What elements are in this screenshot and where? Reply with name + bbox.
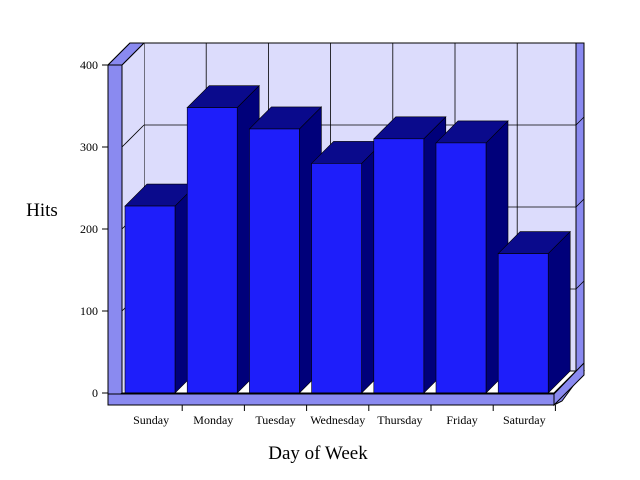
y-axis-ticks: 0 100 200 300 400 [80, 58, 108, 400]
y-tick-label: 300 [80, 140, 98, 154]
floor-side [553, 361, 585, 407]
bar [124, 205, 176, 394]
bar [435, 142, 487, 394]
bar-wednesday [310, 140, 385, 394]
y-tick-label: 200 [80, 222, 98, 236]
y-tick-label: 0 [92, 386, 98, 400]
bar-monday [186, 84, 260, 394]
chart-floor [107, 361, 585, 407]
x-axis-title: Day of Week [268, 443, 368, 464]
bar [186, 107, 238, 394]
y-tick-label: 100 [80, 304, 98, 318]
x-axis-ticks: Sunday Monday Tuesday Wednesday Thursday Frid… [133, 405, 556, 427]
floor-front [107, 393, 555, 406]
x-tick-label: Saturday [503, 413, 546, 427]
bar-thursday [373, 116, 447, 394]
chart-bars [124, 84, 571, 394]
bar-saturday [497, 230, 571, 394]
gridline-side [121, 124, 145, 148]
bar [311, 163, 362, 394]
bar-tuesday [248, 106, 323, 394]
x-tick-label: Sunday [133, 413, 169, 427]
right-frame [575, 42, 585, 372]
gridline-frame [575, 280, 585, 290]
y-tick-label: 400 [80, 58, 98, 72]
x-tick-label: Thursday [377, 413, 422, 427]
gridline-frame [575, 198, 585, 208]
bar-friday [435, 120, 509, 394]
x-tick-label: Tuesday [255, 413, 295, 427]
bar-sunday [124, 183, 198, 394]
gridline-frame [575, 116, 585, 126]
x-tick-label: Wednesday [310, 413, 365, 427]
bar [497, 253, 549, 394]
x-tick-label: Friday [446, 413, 477, 427]
x-tick-label: Monday [193, 413, 233, 427]
y-axis-title: Hits [26, 200, 58, 221]
bar-side [547, 230, 571, 394]
bar [373, 138, 425, 394]
bar [249, 128, 300, 394]
